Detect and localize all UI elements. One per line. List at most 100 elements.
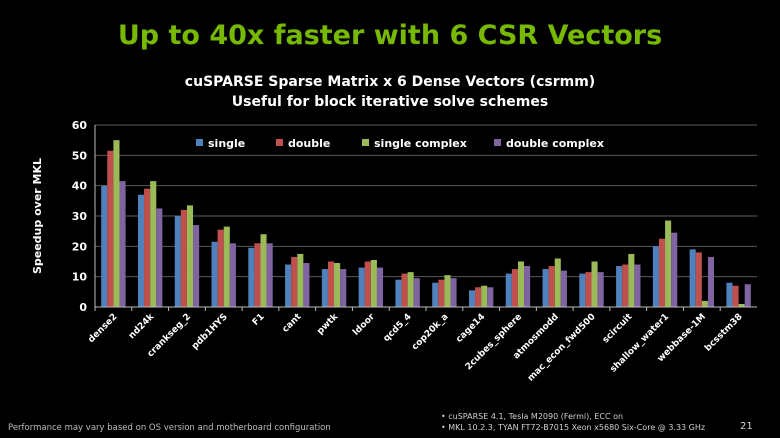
y-tick-label: 10 bbox=[72, 271, 88, 284]
system-notes: • cuSPARSE 4.1, Tesla M2090 (Fermi), ECC… bbox=[441, 411, 705, 433]
bar-single-complex bbox=[738, 303, 745, 307]
bar-single-complex bbox=[150, 181, 157, 307]
legend-label: double complex bbox=[506, 137, 604, 150]
bar-double bbox=[438, 279, 445, 307]
bar-single-complex bbox=[701, 300, 708, 307]
page-number: 21 bbox=[740, 421, 753, 432]
y-tick-label: 30 bbox=[72, 210, 88, 223]
y-tick-label: 20 bbox=[72, 240, 88, 253]
legend-swatch-single bbox=[196, 139, 203, 146]
bar-single bbox=[579, 273, 586, 307]
y-tick-label: 50 bbox=[72, 149, 88, 162]
bar-double-complex bbox=[450, 278, 457, 307]
bar-double bbox=[475, 287, 482, 307]
note-mkl: • MKL 10.2.3, TYAN FT72-B7015 Xeon x5680… bbox=[441, 423, 706, 432]
bar-double bbox=[732, 285, 739, 307]
bar-single bbox=[137, 194, 145, 307]
bar-single bbox=[211, 241, 218, 307]
legend-label: single bbox=[208, 137, 245, 150]
bar-double bbox=[364, 261, 371, 307]
bars bbox=[101, 140, 751, 307]
bar-single-complex bbox=[334, 263, 341, 307]
bar-single-complex bbox=[628, 253, 635, 307]
bar-double-complex bbox=[266, 243, 273, 307]
note-cusparse: • cuSPARSE 4.1, Tesla M2090 (Fermi), ECC… bbox=[441, 412, 624, 421]
legend-swatch-double bbox=[276, 139, 283, 146]
bar-double-complex bbox=[634, 264, 641, 307]
x-tick-label: cant bbox=[281, 312, 304, 335]
bar-single-complex bbox=[444, 275, 451, 307]
bar-double bbox=[291, 256, 298, 307]
bar-single bbox=[432, 282, 439, 307]
bar-single bbox=[285, 264, 292, 307]
chart-subtitle: Useful for block iterative solve schemes bbox=[231, 94, 549, 110]
bar-double-complex bbox=[303, 263, 310, 307]
bar-double bbox=[622, 264, 629, 307]
bar-single bbox=[689, 249, 696, 307]
bar-double bbox=[658, 238, 666, 307]
bar-double bbox=[144, 188, 151, 307]
legend-swatch-single-complex bbox=[362, 139, 369, 146]
bar-double bbox=[511, 269, 518, 307]
x-tick-label: nd24k bbox=[127, 311, 157, 341]
bar-single bbox=[726, 282, 733, 307]
bar-single-complex bbox=[260, 234, 267, 307]
bar-double-complex bbox=[487, 287, 494, 307]
bar-double bbox=[254, 243, 261, 307]
bar-single-complex bbox=[591, 261, 598, 307]
bar-double bbox=[695, 252, 702, 307]
bar-single-complex bbox=[297, 253, 304, 307]
y-tick-label: 40 bbox=[72, 180, 88, 193]
bar-single bbox=[358, 267, 365, 307]
bar-single-complex bbox=[407, 272, 414, 307]
bar-single-complex bbox=[113, 140, 120, 307]
bar-single bbox=[505, 273, 512, 307]
bar-single bbox=[321, 269, 328, 307]
bar-single-complex bbox=[370, 259, 377, 307]
bar-single-complex bbox=[517, 261, 525, 307]
bar-single-complex bbox=[481, 285, 488, 307]
bar-double bbox=[107, 150, 114, 307]
x-tick-label: qcd5_4 bbox=[382, 312, 414, 344]
y-tick-label: 0 bbox=[79, 301, 87, 314]
x-tick-label: F1 bbox=[251, 312, 267, 328]
bar-single bbox=[395, 279, 402, 307]
bar-double-complex bbox=[119, 181, 126, 307]
bar-double-complex bbox=[707, 256, 715, 307]
bar-double-complex bbox=[193, 225, 200, 307]
bar-single bbox=[248, 247, 255, 307]
bar-single-complex bbox=[186, 205, 194, 307]
bar-double-complex bbox=[744, 284, 751, 307]
bar-single-complex bbox=[554, 258, 561, 307]
bar-double-complex bbox=[156, 208, 163, 307]
bar-double bbox=[327, 261, 335, 307]
chart-title: cuSPARSE Sparse Matrix x 6 Dense Vectors… bbox=[184, 74, 596, 90]
bar-double-complex bbox=[340, 269, 347, 307]
bar-double-complex bbox=[597, 272, 604, 307]
bar-double bbox=[217, 229, 224, 307]
x-tick-label: ldoor bbox=[351, 312, 377, 338]
legend: single double single complex double complex bbox=[196, 137, 604, 150]
bar-double bbox=[585, 272, 592, 307]
x-tick-label: bcsstm38 bbox=[703, 312, 745, 354]
bar-double-complex bbox=[560, 270, 567, 307]
bar-double-complex bbox=[524, 266, 531, 307]
x-tick-label: scircuit bbox=[601, 312, 635, 346]
bar-double bbox=[401, 273, 408, 307]
gridlines bbox=[95, 124, 757, 278]
x-tick-label: pwtk bbox=[315, 311, 340, 336]
bar-double-complex bbox=[413, 278, 420, 307]
bar-single bbox=[616, 266, 623, 307]
y-tick-label: 60 bbox=[72, 119, 88, 132]
bar-double-complex bbox=[671, 232, 678, 307]
legend-swatch-double-complex bbox=[494, 139, 501, 146]
x-tick-label: mac_econ_fwd500 bbox=[526, 312, 598, 384]
bar-single bbox=[468, 290, 476, 307]
bar-single bbox=[174, 216, 181, 307]
bar-single bbox=[652, 246, 659, 307]
x-tick-label: pdb1HYS bbox=[190, 312, 230, 352]
bar-double bbox=[548, 266, 555, 307]
bar-double bbox=[180, 209, 187, 307]
bar-single bbox=[101, 185, 108, 307]
